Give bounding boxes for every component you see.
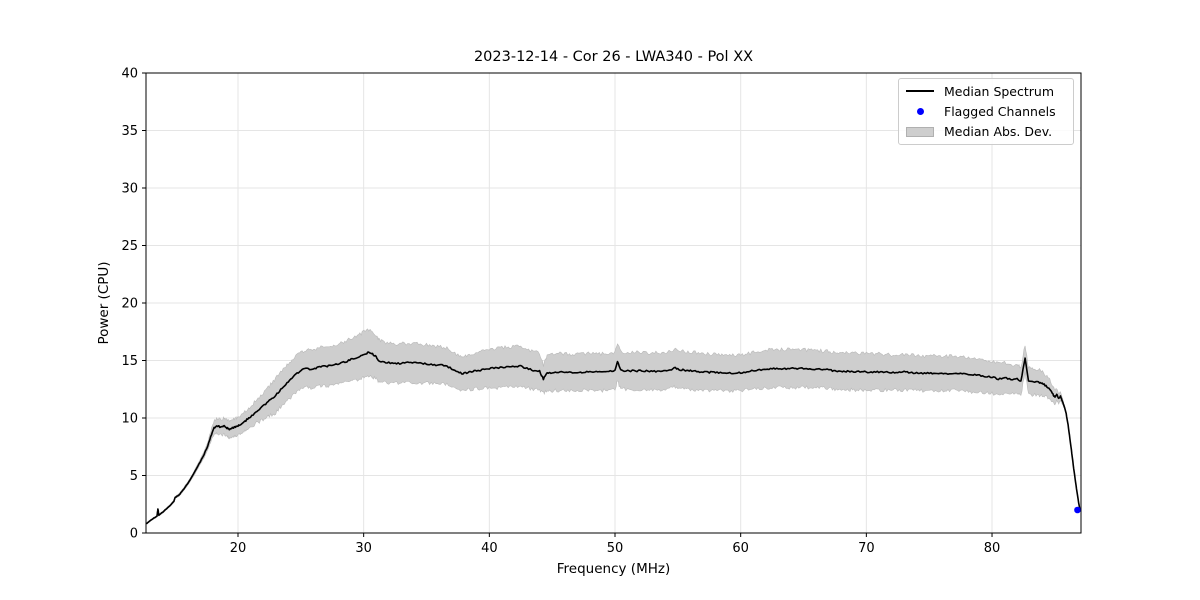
svg-text:20: 20 (230, 541, 247, 556)
svg-text:30: 30 (121, 182, 138, 197)
svg-text:80: 80 (984, 541, 1001, 556)
svg-text:70: 70 (858, 541, 875, 556)
chart-title: 2023-12-14 - Cor 26 - LWA340 - Pol XX (473, 49, 754, 65)
legend-label: Median Spectrum (944, 83, 1055, 99)
mad-band (146, 328, 1081, 525)
svg-text:15: 15 (121, 354, 138, 369)
marker-sample-icon (905, 107, 935, 115)
svg-text:10: 10 (121, 412, 138, 427)
svg-text:30: 30 (355, 541, 372, 556)
legend-item-median-spectrum: Median Spectrum (905, 81, 1067, 101)
legend-label: Median Abs. Dev. (944, 124, 1053, 140)
axis-ticks (142, 72, 993, 537)
patch-sample-icon (905, 126, 935, 137)
flagged-channels-markers (1074, 506, 1081, 514)
tick-labels: 20 30 40 50 60 70 80 0 5 10 15 20 25 30 35 40 (121, 67, 1000, 557)
median-spectrum-line (146, 351, 1081, 525)
y-axis-label: Power (CPU) (96, 261, 112, 345)
svg-text:40: 40 (481, 541, 498, 556)
svg-text:25: 25 (121, 239, 138, 254)
svg-text:0: 0 (130, 527, 138, 542)
legend-label: Flagged Channels (944, 103, 1056, 119)
svg-text:5: 5 (130, 469, 138, 484)
svg-text:35: 35 (121, 124, 138, 139)
x-axis-label: Frequency (MHz) (556, 561, 671, 577)
legend-item-flagged-channels: Flagged Channels (905, 101, 1067, 121)
legend: Median Spectrum Flagged Channels Median … (898, 78, 1074, 145)
svg-text:20: 20 (121, 297, 138, 312)
svg-text:60: 60 (732, 541, 749, 556)
svg-text:40: 40 (121, 67, 138, 82)
legend-item-median-abs-dev: Median Abs. Dev. (905, 122, 1067, 142)
svg-text:50: 50 (607, 541, 624, 556)
line-sample-icon (905, 90, 935, 93)
